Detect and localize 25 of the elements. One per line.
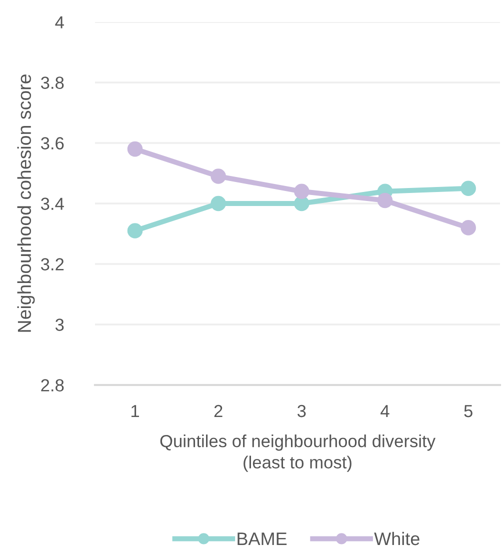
x-tick-label: 5: [464, 405, 472, 418]
point: [210, 196, 226, 212]
y-tick-label: 4: [55, 16, 64, 28]
y-axis-title: Neighbourhood cohesion score: [17, 74, 35, 332]
point: [294, 184, 310, 200]
legend-label: White: [374, 532, 420, 546]
point: [460, 220, 476, 236]
y-tick-label: 3: [55, 318, 64, 331]
x-tick-label: 3: [298, 404, 306, 418]
point: [377, 192, 393, 208]
point: [127, 223, 143, 238]
y-tick-label: 3.4: [40, 198, 64, 210]
y-tick-label: 3.2: [40, 258, 64, 270]
point: [127, 141, 143, 157]
point: [294, 196, 310, 212]
y-tick-label: 2.8: [41, 379, 64, 392]
legend-label: BAME: [238, 532, 287, 546]
x-tick-label: 1: [131, 405, 139, 418]
y-tick-label: 3.8: [40, 76, 64, 89]
point: [210, 168, 226, 184]
x-axis-title: Quintiles of neighbourhood diversity (least to most): [160, 434, 436, 472]
point: [460, 180, 476, 196]
x-tick-label: 4: [380, 405, 390, 418]
y-tick-label: 3.6: [40, 137, 64, 150]
x-tick-label: 2: [214, 404, 222, 418]
